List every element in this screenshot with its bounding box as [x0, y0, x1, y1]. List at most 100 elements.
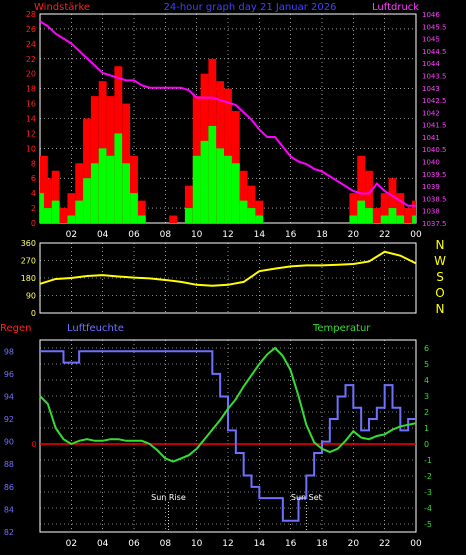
wind-average-bar	[106, 155, 115, 223]
direction-compass-label: O	[435, 286, 444, 300]
humidity-x-tick-label: 14	[254, 539, 266, 549]
wind-gust-bar	[255, 200, 264, 223]
humidity-x-tick-label: 06	[128, 539, 140, 549]
wind-gust-bar	[43, 178, 52, 223]
pressure-y-tick-label: 1043.5	[422, 72, 447, 80]
wind-y-tick-label: 16	[26, 100, 36, 109]
humidity-y-tick-label: 84	[4, 505, 14, 514]
pressure-y-tick-label: 1043	[422, 85, 440, 93]
graph-title: 24-hour graph day 21 Januar 2026	[164, 2, 337, 13]
temperature-y-tick-label: -3	[424, 488, 432, 497]
wind-y-tick-label: 2	[31, 204, 36, 213]
humidity-x-tick-label: 02	[66, 539, 77, 549]
wind-x-tick-label: 12	[222, 230, 233, 240]
sun-event-label: Sun Set	[291, 493, 322, 502]
wind-gust-bar	[67, 193, 76, 223]
wind-gust-bar	[184, 185, 193, 223]
wind-x-tick-label: 16	[285, 230, 297, 240]
direction-compass-label: N	[436, 238, 445, 252]
wind-average-bar	[43, 208, 52, 223]
direction-y-tick-label: 0	[31, 309, 36, 318]
wind-y-tick-label: 14	[26, 115, 36, 124]
wind-gust-bar	[396, 193, 405, 223]
wind-gust-bar	[75, 163, 84, 223]
wind-average-bar	[247, 208, 256, 223]
wind-y-tick-label: 10	[26, 144, 36, 153]
temperature-series-line	[39, 346, 417, 463]
direction-y-tick-label: 180	[21, 274, 36, 283]
wind-gust-bar	[51, 170, 60, 223]
direction-compass-label: W	[434, 254, 446, 268]
temperature-y-tick-label: 2	[424, 408, 429, 417]
wind-average-bar	[67, 215, 76, 223]
temperature-y-tick-label: 1	[424, 424, 429, 433]
humidity-x-tick-label: 10	[191, 539, 203, 549]
wind-average-bar	[239, 200, 248, 223]
temperature-y-tick-label: -4	[424, 504, 432, 513]
direction-compass-label: S	[436, 270, 444, 284]
wind-x-tick-label: 18	[316, 230, 328, 240]
pressure-y-tick-label: 1045.5	[422, 23, 447, 31]
wind-average-bar	[231, 163, 240, 223]
wind-gust-bar	[137, 200, 146, 223]
humidity-x-tick-label: 04	[97, 539, 109, 549]
wind-average-bar	[137, 215, 146, 223]
wind-average-bar	[75, 200, 84, 223]
wind-gust-bar	[349, 193, 358, 223]
pressure-y-tick-label: 1045	[422, 36, 440, 44]
wind-y-tick-label: 28	[26, 10, 36, 19]
wind-y-tick-label: 18	[26, 85, 36, 94]
humidity-y-tick-label: 88	[4, 460, 14, 469]
temperature-y-tick-label: 0	[424, 440, 429, 449]
humidity-y-tick-label: 96	[4, 370, 14, 379]
wind-gust-bar	[412, 200, 416, 223]
pressure-y-tick-label: 1040	[422, 159, 440, 167]
wind-y-tick-label: 20	[26, 70, 36, 79]
humidity-x-tick-label: 12	[222, 539, 233, 549]
wind-average-bar	[122, 163, 131, 223]
wind-x-tick-label: 06	[128, 230, 140, 240]
wind-x-tick-label: 10	[191, 230, 203, 240]
pressure-y-tick-label: 1039	[422, 183, 440, 191]
humidity-y-tick-label: 90	[4, 438, 14, 447]
humidity-y-tick-label: 86	[4, 483, 14, 492]
wind-average-bar	[224, 155, 232, 223]
temperature-axis-title: Temperatur	[312, 323, 371, 334]
wind-average-bar	[90, 163, 99, 223]
wind-direction-series-line	[39, 250, 417, 287]
wind-y-tick-label: 0	[31, 219, 36, 228]
wind-gust-bar	[365, 170, 373, 223]
pressure-y-tick-label: 1038	[422, 208, 440, 216]
humidity-x-tick-label: 20	[348, 539, 360, 549]
wind-average-bar	[130, 193, 138, 223]
wind-y-tick-label: 24	[26, 40, 36, 49]
wind-gust-bar	[169, 215, 178, 223]
pressure-y-tick-label: 1041	[422, 134, 440, 142]
wind-gust-bar	[239, 170, 248, 223]
wind-gust-bar	[247, 185, 256, 223]
temperature-y-tick-label: -5	[424, 520, 432, 529]
direction-y-tick-label: 90	[26, 292, 36, 301]
humidity-y-tick-label: 98	[4, 347, 14, 356]
wind-x-tick-label: 02	[66, 230, 77, 240]
wind-average-bar	[83, 178, 91, 223]
direction-y-tick-label: 360	[21, 239, 36, 248]
wind-average-bar	[114, 133, 123, 223]
wind-average-bar	[255, 215, 264, 223]
wind-average-bar	[412, 215, 416, 223]
wind-gust-bar	[357, 155, 366, 223]
rain-axis-title: Regen	[0, 323, 32, 334]
wind-x-tick-label: 14	[254, 230, 266, 240]
pressure-y-tick-label: 1040.5	[422, 146, 447, 154]
temperature-y-tick-label: -1	[424, 456, 432, 465]
wind-average-bar	[349, 215, 358, 223]
wind-gust-bar	[59, 208, 68, 223]
wind-average-bar	[357, 200, 366, 223]
pressure-y-tick-label: 1041.5	[422, 122, 447, 130]
wind-x-tick-label: 08	[160, 230, 172, 240]
wind-average-bar	[216, 148, 225, 223]
wind-gust-bar	[404, 208, 413, 223]
wind-average-bar	[365, 208, 373, 223]
